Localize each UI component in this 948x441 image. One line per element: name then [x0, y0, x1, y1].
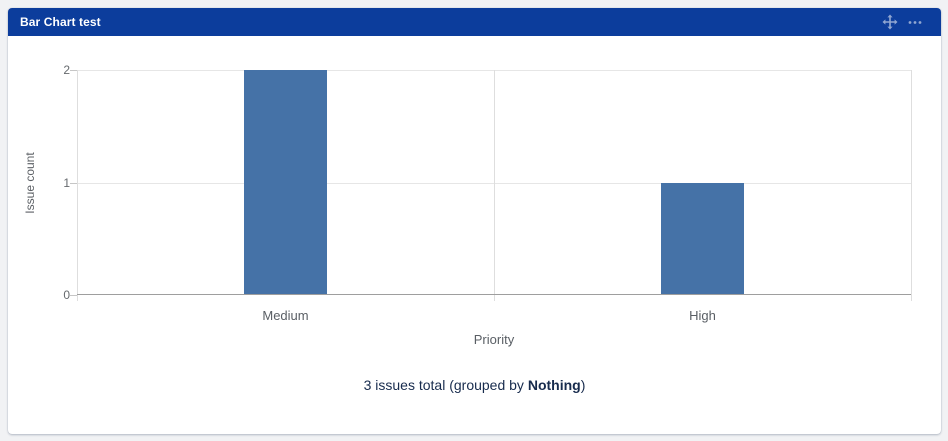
summary-group-by: Nothing — [527, 377, 581, 393]
more-options-icon[interactable] — [907, 14, 923, 30]
x-axis-title: Priority — [473, 332, 515, 347]
gadget-header-actions — [882, 14, 941, 30]
category-boundary-line — [494, 70, 495, 301]
summary-suffix: ) — [580, 377, 586, 393]
y-tick-label-1: 1 — [63, 175, 70, 190]
gadget-title: Bar Chart test — [20, 15, 101, 29]
x-category-label-medium: Medium — [262, 308, 309, 323]
plot-right-edge — [911, 70, 912, 301]
summary-prefix: 3 issues total (grouped by — [363, 377, 528, 393]
y-tick-label-0: 0 — [63, 288, 70, 302]
x-axis-category-labels: Medium High — [77, 308, 911, 324]
y-tick-mark-1 — [70, 182, 77, 184]
total-summary: 3 issues total (grouped by Nothing) — [8, 377, 941, 393]
y-tick-mark-0 — [70, 295, 77, 296]
y-tick-label-2: 2 — [63, 63, 70, 77]
x-category-label-high: High — [689, 308, 716, 323]
bar-medium[interactable] — [243, 70, 328, 295]
plot-area — [77, 70, 912, 301]
x-axis-baseline — [77, 294, 911, 295]
move-icon[interactable] — [882, 14, 898, 30]
gadget-header[interactable]: Bar Chart test — [8, 8, 941, 36]
y-tick-mark-2 — [70, 70, 77, 71]
bar-high[interactable] — [660, 182, 745, 295]
y-axis-line — [77, 70, 78, 301]
